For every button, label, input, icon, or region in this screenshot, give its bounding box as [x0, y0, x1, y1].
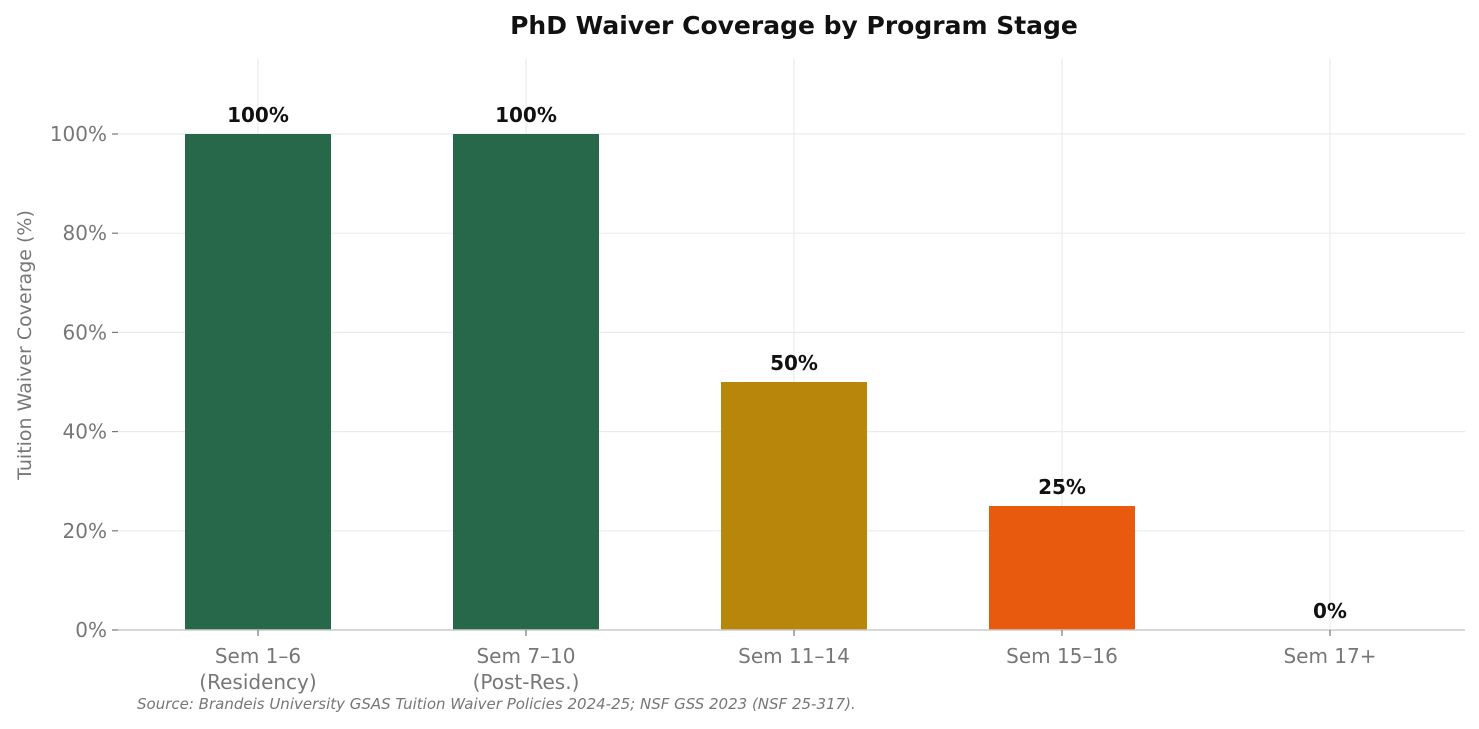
y-tick-label: 20%: [63, 519, 107, 543]
y-tick-label: 0%: [75, 618, 107, 642]
value-labels: 100% 100% 50% 25% 0%: [227, 103, 1347, 623]
bar: [721, 382, 867, 630]
chart-title: PhD Waiver Coverage by Program Stage: [510, 11, 1078, 40]
x-tick-label: Sem 17+: [1283, 644, 1376, 668]
y-axis: 0% 20% 40% 60% 80% 100%: [50, 122, 118, 642]
x-axis: Sem 1–6 (Residency) Sem 7–10 (Post-Res.) Sem…: [118, 629, 1465, 694]
y-tick-label: 60%: [63, 320, 107, 344]
x-tick-label: Sem 15–16: [1006, 644, 1118, 668]
bar: [185, 134, 331, 630]
y-tick-label: 40%: [63, 420, 107, 444]
bar-value-label: 0%: [1313, 599, 1347, 623]
bar-value-label: 100%: [495, 103, 557, 127]
bar: [453, 134, 599, 630]
bar-value-label: 25%: [1038, 475, 1086, 499]
source-note: Source: Brandeis University GSAS Tuition…: [137, 695, 856, 713]
bars: [185, 134, 1135, 630]
x-tick-label: Sem 11–14: [738, 644, 850, 668]
x-tick-label: Sem 7–10 (Post-Res.): [473, 644, 580, 694]
y-axis-label: Tuition Waiver Coverage (%): [14, 210, 36, 481]
bar: [989, 506, 1135, 630]
x-tick-label: Sem 1–6 (Residency): [199, 644, 316, 694]
bar-value-label: 50%: [770, 351, 818, 375]
bar-value-label: 100%: [227, 103, 289, 127]
y-tick-label: 80%: [63, 221, 107, 245]
y-tick-label: 100%: [50, 122, 107, 146]
